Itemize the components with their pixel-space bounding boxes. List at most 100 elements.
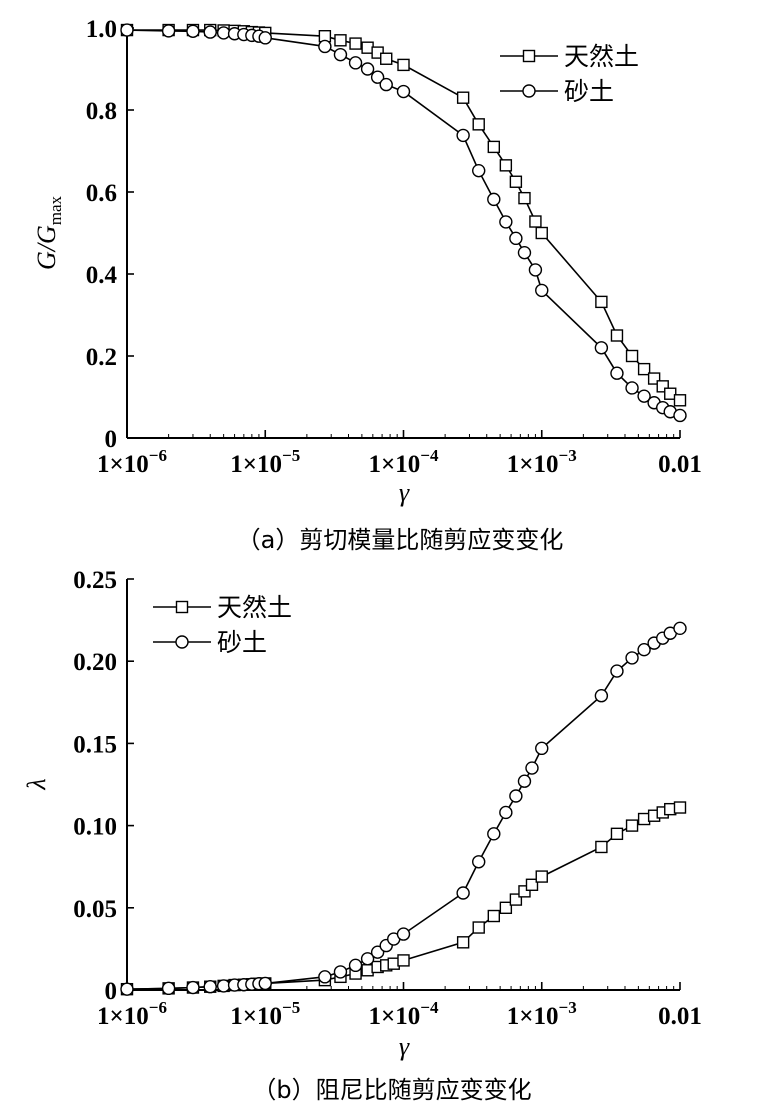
data-point [349, 37, 362, 50]
y-tick-label: 0 [105, 426, 118, 453]
y-tick-label: 0.25 [73, 567, 117, 594]
data-point [673, 408, 687, 423]
data-point [535, 870, 548, 883]
x-tick-label: 1×10−6 [97, 446, 167, 478]
data-point [487, 192, 501, 207]
data-point [535, 283, 549, 298]
data-point [673, 801, 687, 814]
data-point [499, 805, 513, 820]
y-tick-label: 0.2 [86, 344, 117, 371]
data-point [186, 24, 200, 38]
data-point [216, 979, 231, 993]
data-point [595, 840, 608, 854]
data-point [487, 140, 501, 154]
data-point [487, 909, 501, 923]
data-point [456, 128, 470, 143]
data-point [186, 980, 200, 995]
y-tick-label: 0.15 [73, 731, 117, 758]
data-point [456, 936, 470, 949]
data-point [610, 664, 624, 678]
data-point [318, 970, 332, 984]
data-point [318, 39, 332, 54]
x-tick-label: 0.01 [658, 451, 702, 478]
legend-label: 天然土 [564, 42, 639, 71]
data-point [529, 215, 542, 228]
series-sand [120, 621, 687, 996]
data-point [334, 34, 347, 47]
legend-entry: 天然土 [500, 42, 639, 71]
data-point [509, 175, 523, 188]
data-point [595, 295, 608, 309]
data-point [509, 789, 523, 803]
data-point [517, 245, 532, 260]
legend-label: 天然土 [217, 593, 292, 622]
legend-marker [175, 600, 189, 614]
data-point [535, 226, 548, 240]
chart-a-caption: （a）剪切模量比随剪应变变化 [237, 526, 564, 554]
data-point [518, 191, 531, 205]
data-point [535, 741, 549, 756]
data-point [258, 976, 272, 991]
data-point [360, 952, 375, 966]
data-point [637, 362, 651, 376]
data-point [509, 893, 523, 906]
data-point [397, 954, 410, 967]
x-tick-label: 1×10−6 [97, 998, 167, 1030]
legend-marker [175, 635, 189, 649]
legend-marker [522, 84, 536, 98]
data-point [525, 761, 539, 775]
series-sand [120, 23, 687, 423]
data-point [499, 215, 513, 229]
data-point [360, 62, 375, 76]
y-axis-title: λ [22, 778, 51, 790]
y-tick-label: 0.20 [73, 649, 117, 676]
data-point [499, 159, 513, 172]
data-point [610, 366, 624, 380]
data-point [610, 329, 624, 342]
x-tick-label: 0.01 [658, 1003, 702, 1030]
chart-b: （b）阻尼比随剪应变变化 0 0.05 0.10 0.15 0.20 0.25 1×10−6… [22, 567, 702, 1104]
data-point [348, 958, 363, 973]
data-point [120, 23, 134, 37]
data-point [637, 389, 651, 403]
series-natural-soil [120, 801, 687, 996]
data-point [216, 26, 231, 40]
x-tick-label: 1×10−5 [230, 446, 300, 478]
data-point [625, 819, 639, 832]
data-point [625, 651, 639, 665]
data-point [333, 965, 348, 979]
y-tick-label: 0.10 [73, 814, 117, 841]
y-tick-label: 1.0 [86, 16, 117, 43]
data-point [487, 827, 501, 841]
x-axis-title: γ [399, 478, 410, 507]
y-tick-label: 0.8 [86, 98, 117, 125]
data-point [647, 372, 661, 385]
data-point [673, 394, 687, 407]
data-point [594, 689, 609, 703]
data-point [203, 980, 217, 994]
data-point [120, 982, 134, 996]
x-axis-title: γ [399, 1032, 410, 1061]
legend-entry: 天然土 [153, 593, 292, 622]
data-point [509, 231, 523, 246]
data-point [518, 885, 531, 898]
data-point [379, 77, 393, 92]
data-point [610, 827, 624, 841]
data-point [472, 163, 486, 178]
data-point [673, 621, 687, 636]
data-point [472, 855, 486, 869]
data-point [656, 380, 669, 393]
data-point [664, 387, 677, 400]
data-point [396, 927, 411, 941]
data-point [456, 886, 470, 900]
x-tick-label: 1×10−5 [230, 998, 300, 1030]
data-point [396, 84, 411, 99]
data-point [348, 56, 363, 70]
x-tick-label: 1×10−3 [507, 446, 577, 478]
data-point [625, 349, 639, 363]
data-point [370, 70, 385, 84]
y-tick-label: 0 [105, 978, 118, 1005]
x-tick-label: 1×10−4 [369, 446, 439, 478]
legend-entry: 砂土 [153, 628, 267, 657]
data-point [456, 91, 470, 104]
